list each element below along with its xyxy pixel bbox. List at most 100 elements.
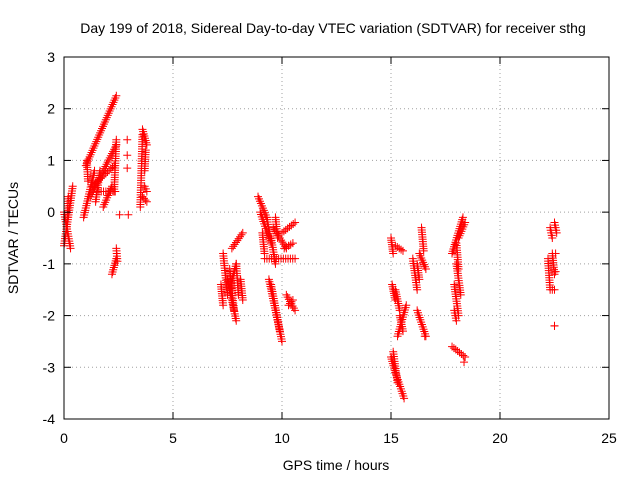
data-point xyxy=(271,259,280,268)
data-point xyxy=(419,246,428,255)
data-point xyxy=(106,151,115,160)
data-point xyxy=(238,228,247,237)
data-point xyxy=(389,249,398,258)
data-point xyxy=(461,352,470,361)
data-point xyxy=(99,202,108,211)
data-point xyxy=(288,239,297,248)
data-point xyxy=(102,160,111,169)
data-point xyxy=(101,198,110,207)
data-point xyxy=(141,146,150,155)
data-point xyxy=(400,394,409,403)
data-point xyxy=(275,327,284,336)
data-point xyxy=(83,177,92,186)
data-point xyxy=(103,167,112,176)
x-tick-label: 25 xyxy=(601,430,617,446)
data-point xyxy=(257,201,266,210)
data-point xyxy=(287,297,296,306)
data-point xyxy=(291,306,300,315)
y-tick-label: 2 xyxy=(47,101,55,117)
data-point xyxy=(102,196,111,205)
data-point xyxy=(256,199,265,208)
data-point xyxy=(103,193,112,202)
data-point xyxy=(551,249,560,258)
data-point xyxy=(124,210,133,219)
plot-border xyxy=(63,56,610,420)
data-point xyxy=(459,351,468,360)
y-tick-label: -3 xyxy=(43,359,56,375)
tick-marks xyxy=(63,56,610,420)
data-point xyxy=(398,327,407,336)
chart-title: Day 199 of 2018, Sidereal Day-to-day VTE… xyxy=(80,20,586,36)
data-point xyxy=(278,337,286,346)
data-point xyxy=(548,234,557,242)
data-point xyxy=(413,285,422,294)
x-tick-label: 10 xyxy=(274,430,290,446)
data-point xyxy=(66,244,75,253)
data-point xyxy=(458,213,467,222)
data-point xyxy=(461,218,470,227)
data-point xyxy=(234,290,243,299)
data-point xyxy=(460,358,469,367)
data-point xyxy=(551,267,560,276)
data-point xyxy=(68,182,77,191)
x-tick-label: 20 xyxy=(492,430,508,446)
data-point xyxy=(254,194,263,203)
data-point xyxy=(232,316,241,325)
data-point xyxy=(420,332,429,341)
data-point xyxy=(456,290,465,299)
data-point xyxy=(88,182,97,191)
data-point xyxy=(402,301,411,310)
data-point xyxy=(448,247,457,256)
data-point xyxy=(291,218,300,227)
data-point xyxy=(291,254,300,263)
data-point xyxy=(398,246,407,255)
data-point xyxy=(273,234,282,242)
data-point xyxy=(450,240,459,249)
data-point xyxy=(95,166,104,175)
data-point xyxy=(109,263,118,272)
data-point xyxy=(115,210,124,219)
data-point xyxy=(142,140,151,149)
data-point xyxy=(288,296,297,305)
data-point xyxy=(140,132,149,141)
data-point xyxy=(397,245,406,254)
data-point xyxy=(64,192,73,201)
data-point xyxy=(107,270,116,279)
data-point xyxy=(123,151,132,160)
data-point xyxy=(109,265,118,274)
x-tick-label: 5 xyxy=(169,430,177,446)
data-point xyxy=(281,242,290,251)
data-point xyxy=(103,158,112,167)
data-point xyxy=(112,91,121,100)
data-point xyxy=(142,187,151,196)
data-point xyxy=(106,164,115,173)
data-point xyxy=(104,155,113,164)
data-point xyxy=(141,196,150,205)
data-point xyxy=(108,267,117,276)
data-point xyxy=(100,200,109,209)
data-point xyxy=(123,164,132,173)
data-point xyxy=(105,153,114,162)
data-point xyxy=(238,296,247,305)
data-point xyxy=(237,230,246,239)
data-point xyxy=(278,238,287,247)
data-point xyxy=(142,197,151,206)
data-point xyxy=(232,259,241,268)
data-point xyxy=(454,265,463,274)
y-axis-label: SDTVAR / TECUs xyxy=(5,182,21,294)
data-point xyxy=(138,125,147,134)
data-points xyxy=(60,91,561,403)
data-point xyxy=(101,162,110,171)
grid-lines xyxy=(64,57,609,419)
data-point xyxy=(123,135,132,144)
data-point xyxy=(277,236,286,245)
data-point xyxy=(550,321,559,330)
data-point xyxy=(289,219,298,228)
data-point xyxy=(255,197,264,206)
y-tick-label: 0 xyxy=(47,204,55,220)
data-point xyxy=(550,285,559,294)
data-point xyxy=(113,257,122,266)
y-tick-label: 3 xyxy=(47,49,55,65)
data-point xyxy=(219,301,228,310)
